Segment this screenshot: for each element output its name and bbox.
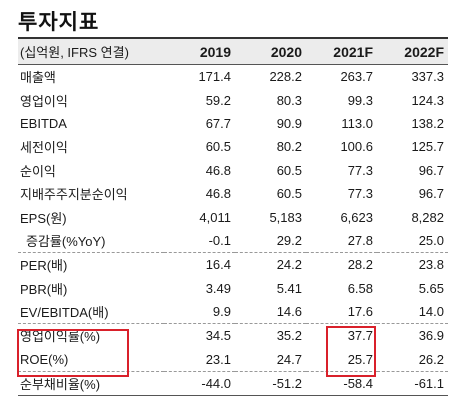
- cell-value: 77.3: [347, 162, 373, 178]
- table-row: 지배주주지분순이익 46.8 60.5 77.3 96.7: [18, 182, 448, 205]
- page-title: 투자지표: [18, 11, 100, 34]
- cell-value: 16.4: [164, 252, 235, 277]
- cell-value: 80.3: [276, 92, 302, 108]
- cell-value: 100.6: [340, 139, 373, 155]
- cell-value: 80.2: [276, 139, 302, 155]
- cell-value: 25.7: [347, 351, 373, 367]
- table-row: EV/EBITDA(배) 9.9 14.6 17.6 14.0: [18, 300, 448, 324]
- table-row: 세전이익 60.5 80.2 100.6 125.7: [18, 135, 448, 158]
- cell-value: 14.6: [276, 304, 302, 320]
- table-row: ROE(%) 23.1 24.7 25.7 26.2: [18, 348, 448, 372]
- table-row: EBITDA 67.7 90.9 113.0 138.2: [18, 112, 448, 135]
- row-label: PER(배): [18, 252, 164, 277]
- cell-value: -61.1: [377, 371, 448, 397]
- cell-value: 5.41: [276, 280, 302, 296]
- row-label: 매출액: [20, 70, 56, 86]
- cell-value: 36.9: [377, 323, 448, 348]
- cell-value: 59.2: [205, 92, 231, 108]
- table-row: 순부채비율(%) -44.0 -51.2 -58.4 -61.1: [18, 371, 448, 397]
- cell-value: 8,282: [411, 209, 444, 225]
- cell-value: 96.7: [418, 162, 444, 178]
- cell-value: 96.7: [418, 186, 444, 202]
- cell-value: 337.3: [411, 69, 444, 85]
- cell-value: 67.7: [205, 115, 231, 131]
- cell-value: 228.2: [269, 69, 302, 85]
- cell-value: 6.58: [347, 280, 373, 296]
- cell-value: 35.2: [235, 323, 306, 348]
- cell-value: 23.8: [377, 252, 448, 277]
- cell-value: 25.0: [418, 232, 444, 248]
- row-label: EPS(원): [20, 210, 67, 226]
- table-row: EPS(원) 4,011 5,183 6,623 8,282: [18, 205, 448, 228]
- cell-value: 60.5: [276, 186, 302, 202]
- table-row: PER(배) 16.4 24.2 28.2 23.8: [18, 252, 448, 277]
- year-header: 2019: [164, 39, 235, 65]
- cell-value: 60.5: [276, 162, 302, 178]
- cell-value: 125.7: [411, 139, 444, 155]
- row-label: EBITDA: [20, 115, 67, 131]
- row-label: 영업이익: [20, 93, 68, 109]
- row-label: ROE(%): [20, 351, 69, 367]
- cell-value: 46.8: [205, 162, 231, 178]
- cell-value: 37.7: [306, 323, 377, 348]
- cell-value: 24.2: [235, 252, 306, 277]
- year-header: 2022F: [377, 39, 448, 65]
- cell-value: 113.0: [341, 115, 373, 131]
- cell-value: 29.2: [276, 232, 302, 248]
- cell-value: 28.2: [306, 252, 377, 277]
- table-row: 매출액 171.4 228.2 263.7 337.3: [18, 65, 448, 89]
- row-label: 지배주주지분순이익: [20, 187, 128, 203]
- cell-value: 263.7: [340, 69, 373, 85]
- table-header-row: (십억원, IFRS 연결) 2019 2020 2021F 2022F: [18, 39, 448, 65]
- row-label: PBR(배): [20, 281, 68, 297]
- cell-value: -51.2: [235, 371, 306, 397]
- row-label: 순이익: [20, 163, 56, 179]
- cell-value: 27.8: [347, 232, 373, 248]
- year-header: 2020: [235, 39, 306, 65]
- table-row: 영업이익 59.2 80.3 99.3 124.3: [18, 88, 448, 111]
- title-divider: [18, 37, 448, 39]
- unit-label: (십억원, IFRS 연결): [18, 39, 164, 65]
- cell-value: 60.5: [205, 139, 231, 155]
- cell-value: 46.8: [205, 186, 231, 202]
- table-row: 순이익 46.8 60.5 77.3 96.7: [18, 159, 448, 182]
- cell-value: 124.3: [411, 92, 444, 108]
- cell-value: 17.6: [347, 304, 373, 320]
- cell-value: 5.65: [418, 280, 444, 296]
- table-row: PBR(배) 3.49 5.41 6.58 5.65: [18, 277, 448, 300]
- cell-value: 34.5: [164, 323, 235, 348]
- cell-value: 99.3: [347, 92, 373, 108]
- investment-indicators-table: (십억원, IFRS 연결) 2019 2020 2021F 2022F 매출액…: [18, 39, 448, 397]
- row-label: 증감률(%YoY): [26, 233, 106, 249]
- row-label: 순부채비율(%): [18, 371, 164, 397]
- cell-value: -0.1: [208, 232, 231, 248]
- cell-value: 23.1: [205, 351, 231, 367]
- cell-value: 90.9: [276, 115, 302, 131]
- row-label: 영업이익률(%): [18, 323, 164, 348]
- year-header: 2021F: [306, 39, 377, 65]
- cell-value: 3.49: [205, 280, 231, 296]
- cell-value: 5,183: [269, 209, 302, 225]
- cell-value: 26.2: [418, 351, 444, 367]
- cell-value: 4,011: [199, 209, 231, 225]
- cell-value: -44.0: [164, 371, 235, 397]
- row-label: 세전이익: [20, 140, 68, 156]
- cell-value: 24.7: [276, 351, 302, 367]
- row-label: EV/EBITDA(배): [20, 305, 109, 321]
- cell-value: -58.4: [306, 371, 377, 397]
- cell-value: 6,623: [340, 209, 373, 225]
- cell-value: 77.3: [347, 186, 373, 202]
- cell-value: 14.0: [418, 304, 444, 320]
- table-row: 증감률(%YoY) -0.1 29.2 27.8 25.0: [18, 229, 448, 253]
- cell-value: 171.4: [198, 69, 231, 85]
- table-row: 영업이익률(%) 34.5 35.2 37.7 36.9: [18, 323, 448, 348]
- cell-value: 9.9: [212, 304, 231, 320]
- cell-value: 138.2: [411, 115, 444, 131]
